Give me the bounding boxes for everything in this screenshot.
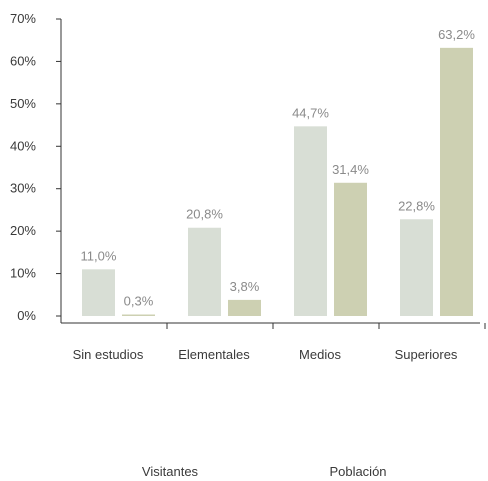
data-label: 20,8% bbox=[186, 207, 223, 222]
x-category-label: Elementales bbox=[178, 347, 250, 362]
y-tick-label: 20% bbox=[10, 223, 36, 238]
y-tick-label: 60% bbox=[10, 53, 36, 68]
data-label: 0,3% bbox=[124, 294, 154, 309]
y-tick-label: 30% bbox=[10, 181, 36, 196]
x-category-label: Sin estudios bbox=[73, 347, 144, 362]
x-category-label: Superiores bbox=[395, 347, 458, 362]
legend: Visitantes Población bbox=[142, 464, 387, 479]
data-label: 11,0% bbox=[81, 248, 117, 263]
bar bbox=[188, 227, 221, 316]
bar bbox=[122, 314, 155, 316]
y-tick-label: 40% bbox=[10, 138, 36, 153]
bar bbox=[228, 299, 261, 316]
y-tick-label: 0% bbox=[17, 308, 36, 323]
y-tick-label: 70% bbox=[10, 11, 36, 26]
legend-label: Visitantes bbox=[142, 464, 199, 479]
x-category-label: Medios bbox=[299, 347, 341, 362]
bar bbox=[294, 126, 327, 317]
axes: 0% 10% 20% 30% 40% 50% 60% 70% Sin estudios Eleme… bbox=[10, 11, 486, 362]
data-label: 22,8% bbox=[398, 198, 435, 213]
legend-label: Población bbox=[329, 464, 386, 479]
data-label: 3,8% bbox=[230, 279, 260, 294]
bar bbox=[82, 269, 115, 316]
y-tick-label: 50% bbox=[10, 96, 36, 111]
y-tick-label: 10% bbox=[10, 266, 36, 281]
bar bbox=[400, 219, 433, 316]
data-label: 31,4% bbox=[332, 162, 369, 177]
bar bbox=[334, 182, 367, 316]
bars: 11,0% 20,8% 44,7% 22,8% 0,3% 3,8% 31,4% 63,2% bbox=[81, 27, 475, 317]
data-label: 44,7% bbox=[292, 105, 329, 120]
bar bbox=[440, 47, 473, 316]
data-label: 63,2% bbox=[438, 27, 475, 42]
